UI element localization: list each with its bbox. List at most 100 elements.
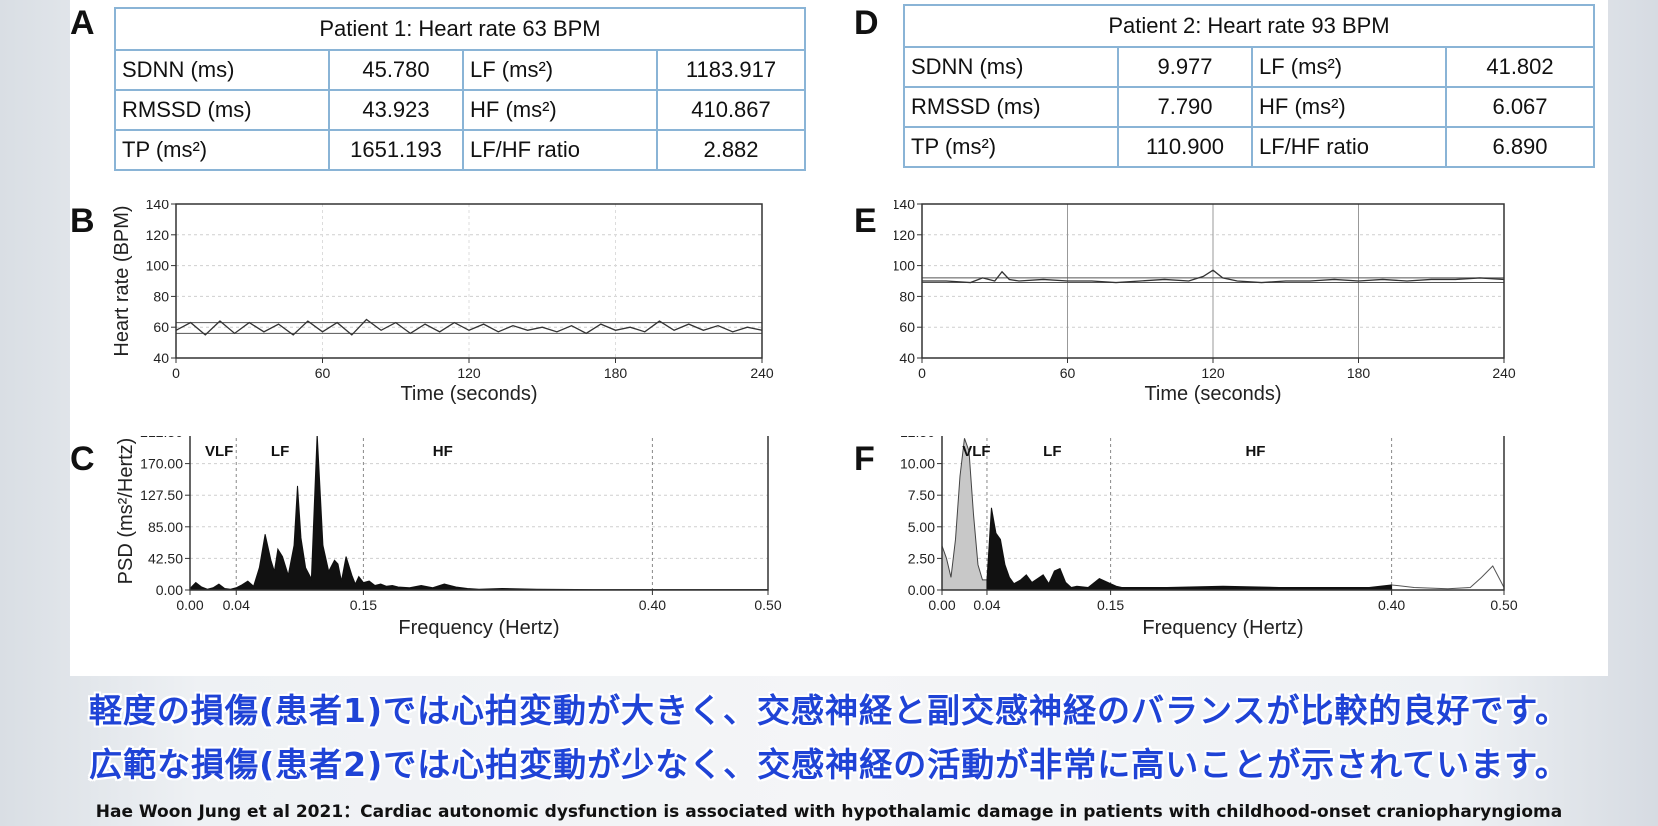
y-tick-label: 5.00	[908, 519, 935, 535]
table-row: SDNN (ms) 45.780 LF (ms²) 1183.917	[114, 49, 806, 91]
x-tick-label: 0	[172, 365, 180, 381]
x-axis-label: Frequency (Hertz)	[398, 617, 559, 639]
y-tick-label: 40	[899, 350, 915, 366]
y-tick-label: 60	[153, 319, 169, 335]
band-label: HF	[433, 443, 453, 460]
y-tick-label: 60	[899, 319, 915, 335]
y-tick-label: 40	[153, 350, 169, 366]
metric-label: SDNN (ms)	[114, 49, 330, 91]
y-tick-label: 127.50	[140, 487, 183, 503]
table-row: RMSSD (ms) 43.923 HF (ms²) 410.867	[114, 89, 806, 131]
heart-rate-chart-patient-1: 0 60 120 180 240 40 60 80 100 120 140 Time (seconds…	[111, 200, 774, 405]
band-label: VLF	[962, 443, 990, 460]
x-tick-label: 120	[1201, 365, 1225, 381]
panel-letter-d: D	[854, 4, 879, 42]
psd-area-vlf	[941, 438, 988, 591]
y-tick-label: 12.50	[900, 436, 935, 440]
y-tick-label: 2.50	[908, 550, 935, 566]
x-tick-label: 0.40	[1378, 597, 1405, 613]
hrv-table-patient-1: Patient 1: Heart rate 63 BPM SDNN (ms) 4…	[114, 7, 806, 171]
table-row: TP (ms²) 110.900 LF/HF ratio 6.890	[903, 126, 1595, 168]
panel-letter-e: E	[854, 202, 877, 240]
y-tick-label: 120	[146, 227, 170, 243]
caption-line-2: 広範な損傷(患者2)では心拍変動が少なく、交感神経の活動が非常に高いことが示され…	[89, 745, 1569, 784]
plot-frame	[175, 203, 763, 359]
heart-rate-series-line	[922, 269, 1505, 284]
y-tick-label: 0.00	[156, 582, 183, 598]
y-tick-label: 42.50	[148, 550, 183, 566]
y-tick-label: 80	[153, 288, 169, 304]
caption-line-1: 軽度の損傷(患者1)では心拍変動が大きく、交感神経と副交感神経のバランスが比較的…	[88, 691, 1570, 730]
x-tick-label: 180	[604, 365, 628, 381]
metric-label: TP (ms²)	[114, 129, 330, 171]
y-tick-label: 170.00	[140, 456, 183, 472]
metric-label: SDNN (ms)	[903, 46, 1119, 88]
heart-rate-series-line	[175, 318, 763, 336]
hrv-table-patient-2: Patient 2: Heart rate 93 BPM SDNN (ms) 9…	[903, 4, 1595, 168]
metric-label: TP (ms²)	[903, 126, 1119, 168]
x-axis-label: Time (seconds)	[1144, 383, 1281, 405]
panel-letter-f: F	[854, 440, 875, 478]
metric-value: 6.067	[1445, 86, 1595, 128]
metric-label: RMSSD (ms)	[114, 89, 330, 131]
metric-value: 43.923	[328, 89, 464, 131]
y-tick-label: 120	[894, 227, 915, 243]
metric-value: 110.900	[1117, 126, 1253, 168]
y-tick-label: 212.50	[140, 436, 183, 440]
band-label: LF	[1043, 443, 1061, 460]
x-tick-label: 0.00	[176, 597, 203, 613]
metric-label: LF (ms²)	[462, 49, 658, 91]
x-tick-label: 0.04	[223, 597, 250, 613]
y-tick-label: 100	[894, 258, 915, 274]
band-label: LF	[271, 443, 289, 460]
metric-label: LF/HF ratio	[462, 129, 658, 171]
psd-area-lf-hf	[986, 507, 1393, 591]
metric-label: LF (ms²)	[1251, 46, 1447, 88]
x-tick-label: 0.50	[1490, 597, 1517, 613]
band-label: HF	[1245, 443, 1265, 460]
psd-chart-patient-2: VLF LF HF 0.00 0.04 0.15 0.40 0.50 0.00 2.50 5.00 7…	[900, 436, 1518, 639]
y-tick-label: 140	[894, 200, 915, 212]
x-tick-label: 240	[750, 365, 774, 381]
panel-letter-a: A	[70, 4, 95, 42]
y-tick-label: 140	[146, 200, 170, 212]
x-tick-label: 0	[918, 365, 926, 381]
y-tick-label: 100	[146, 258, 170, 274]
metric-value: 2.882	[656, 129, 806, 171]
x-axis-label: Frequency (Hertz)	[1142, 617, 1303, 639]
panel-letter-c: C	[70, 440, 95, 478]
metric-label: LF/HF ratio	[1251, 126, 1447, 168]
metric-value: 41.802	[1445, 46, 1595, 88]
metric-value: 1651.193	[328, 129, 464, 171]
metric-label: HF (ms²)	[462, 89, 658, 131]
x-tick-label: 0.00	[928, 597, 955, 613]
y-axis-label: PSD (ms²/Hertz)	[115, 438, 137, 585]
y-tick-label: 80	[899, 288, 915, 304]
y-tick-label: 10.00	[900, 456, 935, 472]
metric-value: 45.780	[328, 49, 464, 91]
x-tick-label: 180	[1347, 365, 1371, 381]
metric-value: 9.977	[1117, 46, 1253, 88]
table-row: TP (ms²) 1651.193 LF/HF ratio 2.882	[114, 129, 806, 171]
psd-area	[189, 436, 769, 591]
plot-frame	[941, 436, 1505, 591]
band-label: VLF	[205, 443, 233, 460]
y-tick-label: 0.00	[908, 582, 935, 598]
x-tick-label: 240	[1492, 365, 1516, 381]
reference-citation: Hae Woon Jung et al 2021：Cardiac autonom…	[95, 802, 1563, 822]
table-title: Patient 2: Heart rate 93 BPM	[903, 4, 1595, 48]
x-tick-label: 0.50	[754, 597, 781, 613]
metric-value: 6.890	[1445, 126, 1595, 168]
table-title: Patient 1: Heart rate 63 BPM	[114, 7, 806, 51]
metric-value: 410.867	[656, 89, 806, 131]
plot-frame	[189, 436, 769, 591]
y-axis-label: Heart rate (BPM)	[111, 205, 133, 356]
table-row: SDNN (ms) 9.977 LF (ms²) 41.802	[903, 46, 1595, 88]
x-tick-label: 60	[315, 365, 331, 381]
x-tick-label: 60	[1060, 365, 1076, 381]
x-tick-label: 0.15	[350, 597, 377, 613]
x-tick-label: 120	[457, 365, 481, 381]
y-tick-label: 7.50	[908, 487, 935, 503]
x-tick-label: 0.04	[973, 597, 1000, 613]
metric-label: HF (ms²)	[1251, 86, 1447, 128]
